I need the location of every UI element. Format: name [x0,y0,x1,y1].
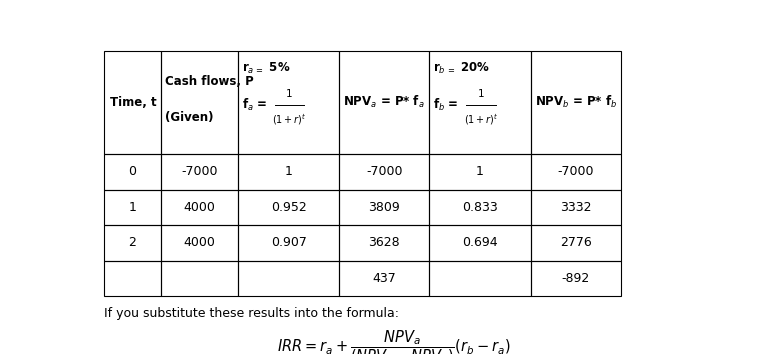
Bar [238,190,339,225]
Text: 1: 1 [286,89,293,99]
Bar [531,154,621,190]
Bar [429,154,531,190]
Text: r$_{a\,=}$ 5%: r$_{a\,=}$ 5% [242,61,290,76]
Bar [429,261,531,296]
Text: If you substitute these results into the formula:: If you substitute these results into the… [104,307,399,320]
Text: -892: -892 [561,272,590,285]
Bar [339,51,429,154]
Bar [531,51,621,154]
Text: (Given): (Given) [165,112,214,125]
Bar [339,154,429,190]
Bar [531,261,621,296]
Text: NPV$_a$ = P* f$_a$: NPV$_a$ = P* f$_a$ [343,95,425,110]
Bar [339,225,429,261]
Bar [238,225,339,261]
Text: 1: 1 [285,165,293,178]
Text: 2776: 2776 [560,236,591,249]
Text: -7000: -7000 [366,165,402,178]
Text: 1: 1 [476,165,484,178]
Text: $(1+r)^t$: $(1+r)^t$ [464,113,498,127]
Text: 1: 1 [128,201,136,214]
Text: 4000: 4000 [184,201,215,214]
Bar [429,190,531,225]
Text: 0.833: 0.833 [462,201,498,214]
Bar [104,225,161,261]
Text: $\mathit{IRR} = r_{\mathit{a}} + \dfrac{\mathit{NPV}_{\mathit{a}}}{\left(\mathit: $\mathit{IRR} = r_{\mathit{a}} + \dfrac{… [277,329,510,354]
Bar [161,51,238,154]
Bar [429,225,531,261]
Text: -7000: -7000 [181,165,217,178]
Text: 437: 437 [372,272,396,285]
Text: NPV$_b$ = P* f$_b$: NPV$_b$ = P* f$_b$ [535,95,617,110]
Bar [161,261,238,296]
Text: -7000: -7000 [558,165,594,178]
Bar [531,225,621,261]
Bar [429,51,531,154]
Bar [161,225,238,261]
Text: $(1+r)^t$: $(1+r)^t$ [272,113,307,127]
Bar [339,261,429,296]
Bar [238,154,339,190]
Bar [161,154,238,190]
Text: 3628: 3628 [369,236,400,249]
Bar [104,190,161,225]
Text: 0: 0 [128,165,136,178]
Text: Cash flows, P: Cash flows, P [165,75,253,88]
Bar [104,51,161,154]
Text: 0.952: 0.952 [270,201,306,214]
Text: 4000: 4000 [184,236,215,249]
Text: 0.694: 0.694 [462,236,498,249]
Text: Time, t: Time, t [110,96,157,109]
Bar [238,51,339,154]
Bar [104,261,161,296]
Text: f$_b$ =: f$_b$ = [433,97,459,113]
Bar [339,190,429,225]
Text: 3332: 3332 [560,201,591,214]
Text: 2: 2 [128,236,136,249]
Bar [531,190,621,225]
Text: r$_{b\,=}$ 20%: r$_{b\,=}$ 20% [433,61,490,76]
Bar [104,154,161,190]
Text: 1: 1 [478,89,485,99]
Bar [238,261,339,296]
Text: f$_a$ =: f$_a$ = [242,97,267,113]
Bar [161,190,238,225]
Text: 0.907: 0.907 [270,236,306,249]
Text: 3809: 3809 [369,201,400,214]
